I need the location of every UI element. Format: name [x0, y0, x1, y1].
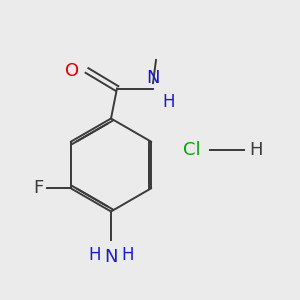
Text: O: O	[65, 61, 80, 80]
Text: N: N	[104, 248, 118, 266]
Text: F: F	[34, 179, 44, 197]
Text: N: N	[146, 69, 160, 87]
Text: Cl: Cl	[183, 141, 201, 159]
Text: H: H	[121, 246, 134, 264]
Text: H: H	[249, 141, 262, 159]
Text: H: H	[88, 246, 101, 264]
Text: H: H	[163, 93, 175, 111]
